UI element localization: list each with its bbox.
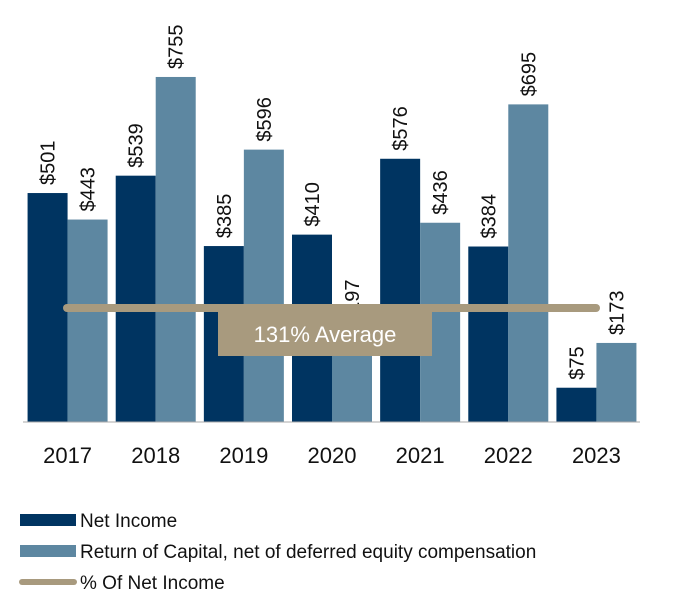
legend-label: Net Income [80,511,177,532]
bar [27,193,68,422]
value-label: $695 [518,52,540,97]
value-label: $384 [478,194,500,239]
bar [508,104,549,422]
bar [243,149,284,423]
value-label: $385 [214,194,236,239]
x-tick-label: 2017 [43,443,92,468]
x-tick-label: 2020 [308,443,357,468]
x-tick-label: 2022 [484,443,533,468]
legend-swatch [20,514,76,526]
x-tick-label: 2019 [219,443,268,468]
value-label: $436 [430,170,452,215]
bar [468,246,509,422]
bar [67,219,108,422]
bar [380,158,421,422]
x-tick-label: 2021 [396,443,445,468]
legend-label: % Of Net Income [80,573,225,594]
x-tick-label: 2018 [131,443,180,468]
value-label: $576 [390,106,412,151]
bar [556,387,597,422]
x-tick-label: 2023 [572,443,621,468]
bar [115,175,156,422]
value-label: $539 [126,123,148,168]
value-label: $410 [302,182,324,227]
legend-swatch [20,545,76,557]
value-label: $501 [38,141,60,186]
annotation: 131% Average [254,322,397,347]
value-label: $755 [166,24,188,69]
legend-label: Return of Capital, net of deferred equit… [80,542,536,563]
value-label: $75 [566,346,588,379]
bar [155,76,196,422]
annotation-box [218,312,432,356]
value-label: $443 [78,167,100,212]
bar [596,342,637,422]
value-label: $596 [254,97,276,142]
value-label: $173 [606,290,628,335]
